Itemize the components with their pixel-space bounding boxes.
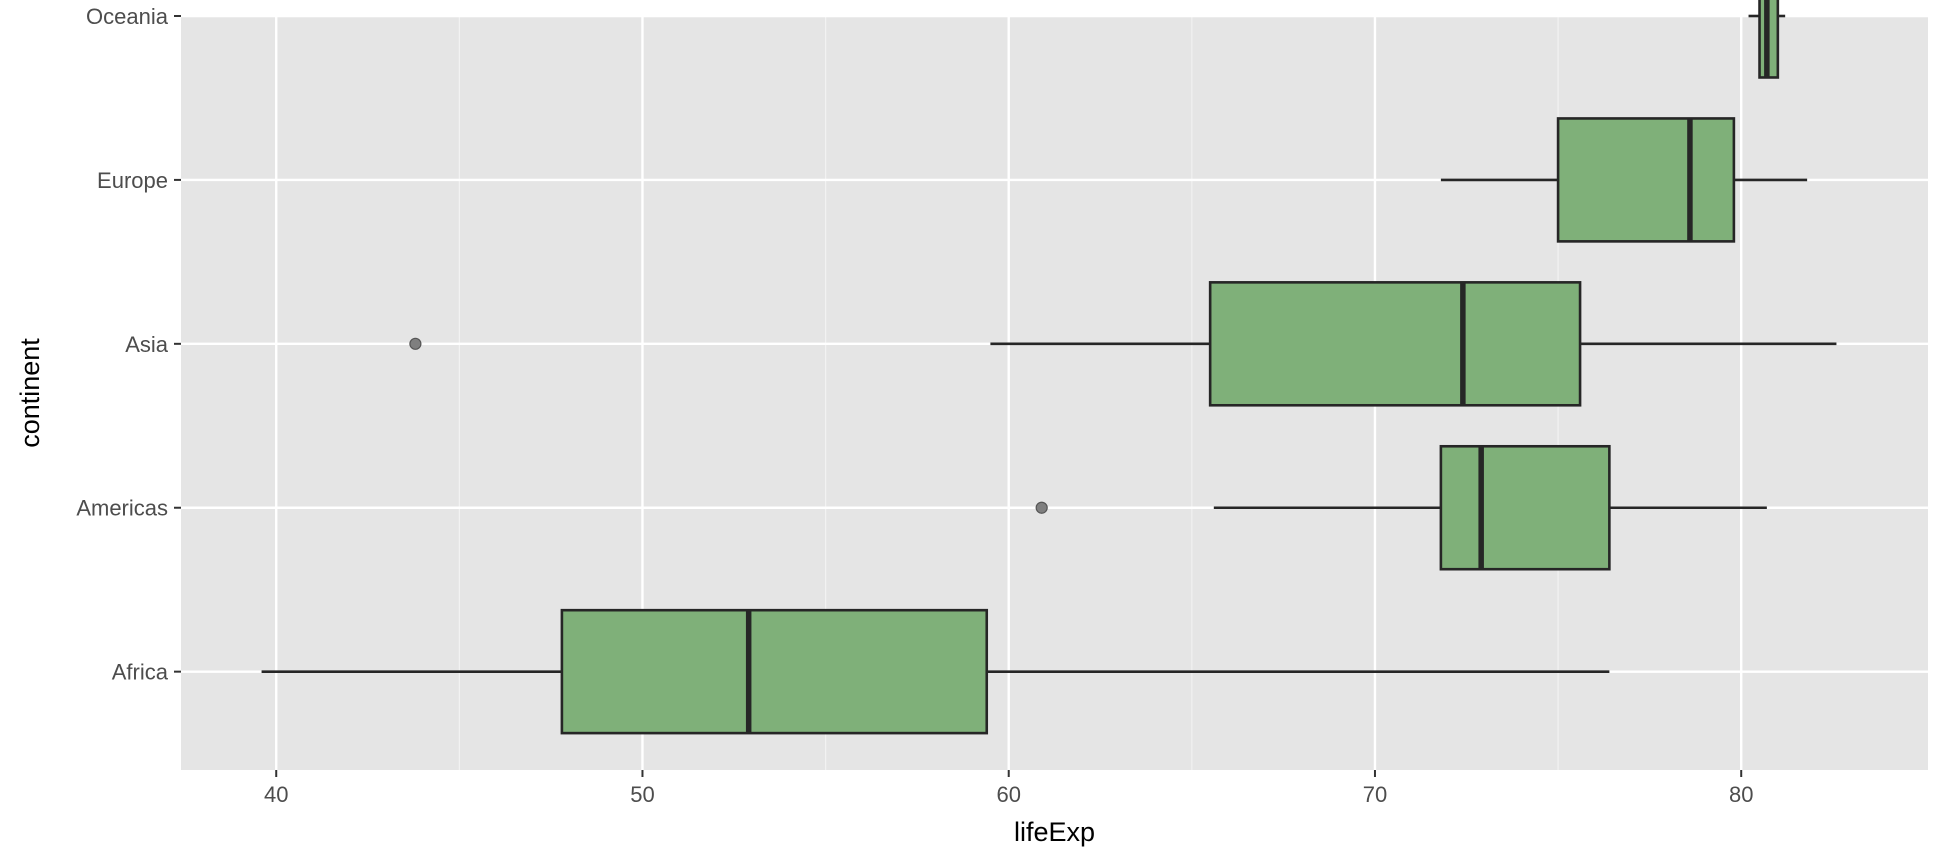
box-americas <box>1035 444 1767 571</box>
y-tick-label: Asia <box>125 332 169 357</box>
box-asia <box>409 281 1837 407</box>
box-iqr <box>1208 281 1582 407</box>
x-axis-title: lifeExp <box>1014 817 1095 847</box>
box-europe <box>1440 117 1808 243</box>
box-iqr <box>1556 117 1736 243</box>
boxes-layer <box>261 0 1837 735</box>
x-tick-label: 60 <box>996 782 1020 807</box>
outlier-point <box>1035 501 1048 514</box>
y-axis: Africa Americas Asia Europe Oceania <box>76 4 181 685</box>
x-tick-label: 80 <box>1729 782 1753 807</box>
x-tick-label: 50 <box>630 782 654 807</box>
outlier-point <box>409 337 422 350</box>
box-oceania <box>1748 0 1786 79</box>
y-tick-label: Africa <box>112 660 169 685</box>
y-tick-label: Americas <box>76 496 168 521</box>
x-axis: 40 50 60 70 80 <box>264 770 1753 807</box>
y-tick-label: Europe <box>97 168 168 193</box>
box-iqr <box>560 608 989 735</box>
x-tick-label: 40 <box>264 782 288 807</box>
x-tick-label: 70 <box>1363 782 1387 807</box>
box-iqr <box>1439 444 1611 571</box>
y-axis-title: continent <box>15 338 45 448</box>
box-africa <box>261 608 1610 735</box>
y-tick-label: Oceania <box>86 4 169 29</box>
